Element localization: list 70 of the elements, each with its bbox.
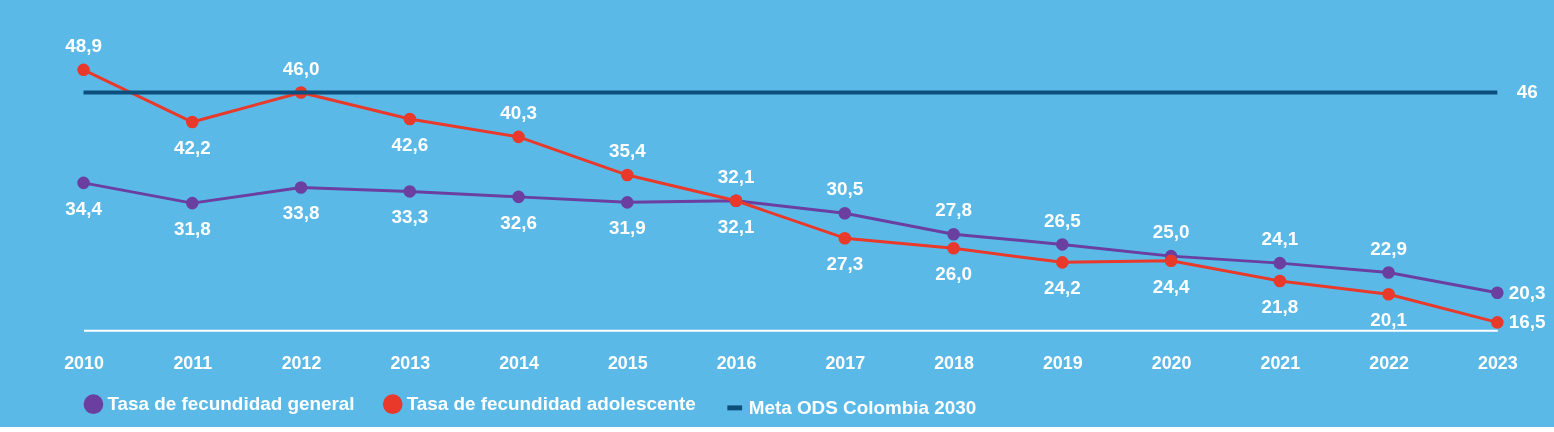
x-tick-label: 2017	[825, 352, 866, 373]
data-label: 31,9	[608, 217, 646, 239]
data-label: 32,6	[500, 211, 537, 233]
data-label: 20,1	[1370, 309, 1407, 331]
data-label: 48,9	[65, 34, 102, 56]
data-label: 16,5	[1508, 311, 1546, 333]
point	[947, 242, 960, 255]
data-label: 27,8	[935, 199, 972, 221]
point	[1273, 274, 1287, 288]
point	[77, 63, 90, 77]
data-label: 27,3	[826, 253, 864, 275]
data-label: 42,6	[391, 133, 429, 155]
point	[1491, 316, 1504, 329]
data-label: 31,8	[173, 217, 211, 239]
point	[621, 196, 634, 209]
data-label: 40,3	[500, 101, 537, 123]
point	[403, 185, 417, 198]
data-label: 20,3	[1508, 281, 1546, 303]
point	[621, 168, 634, 182]
legend-label: Tasa de fecundidad general	[107, 393, 355, 415]
point	[838, 206, 852, 220]
point	[185, 115, 199, 129]
point	[294, 181, 308, 194]
data-label: 24,2	[1043, 277, 1081, 299]
x-tick-label: 2018	[934, 352, 974, 373]
data-label: 26,5	[1043, 209, 1081, 231]
data-label: 33,3	[391, 206, 429, 228]
point	[1056, 256, 1069, 269]
x-tick-label: 2010	[64, 352, 104, 373]
x-tick-label: 2020	[1151, 352, 1192, 373]
point	[1273, 256, 1287, 270]
point	[1164, 254, 1178, 268]
point	[1382, 288, 1395, 301]
data-label: 25,0	[1152, 221, 1190, 243]
x-tick-label: 2014	[499, 352, 539, 373]
point	[1056, 238, 1069, 251]
legend-label: Meta ODS Colombia 2030	[748, 396, 977, 418]
point	[1382, 266, 1395, 279]
data-label: 24,4	[1152, 275, 1190, 297]
x-tick-label: 2011	[173, 352, 213, 373]
x-tick-label: 2021	[1260, 352, 1301, 373]
data-label: 21,8	[1261, 295, 1299, 317]
data-label: 46,0	[282, 57, 320, 79]
x-tick-label: 2013	[390, 352, 431, 373]
data-label: 33,8	[282, 202, 320, 224]
data-label: 42,2	[173, 136, 211, 158]
data-label: 30,5	[826, 178, 864, 200]
data-label: 22,9	[1370, 237, 1407, 259]
data-label: 46	[1516, 81, 1538, 103]
point	[947, 228, 960, 241]
x-tick-label: 2016	[716, 352, 757, 373]
x-tick-label: 2012	[281, 352, 322, 373]
legend-label: Tasa de fecundidad adolescente	[406, 393, 696, 415]
point	[512, 190, 525, 204]
data-label: 26,0	[935, 263, 972, 285]
data-label: 32,1	[717, 215, 755, 237]
data-label: 32,1	[717, 165, 755, 187]
x-tick-label: 2015	[607, 352, 648, 373]
point	[512, 130, 525, 144]
x-tick-label: 2023	[1477, 352, 1518, 373]
x-tick-label: 2019	[1042, 352, 1083, 373]
data-label: 34,4	[65, 197, 103, 219]
x-tick-label: 2022	[1369, 352, 1410, 373]
data-label: 35,4	[608, 140, 647, 162]
point	[403, 112, 417, 126]
point	[838, 231, 852, 245]
point	[1491, 286, 1504, 300]
data-label: 24,1	[1261, 228, 1299, 250]
point	[77, 176, 90, 190]
point	[185, 196, 199, 210]
